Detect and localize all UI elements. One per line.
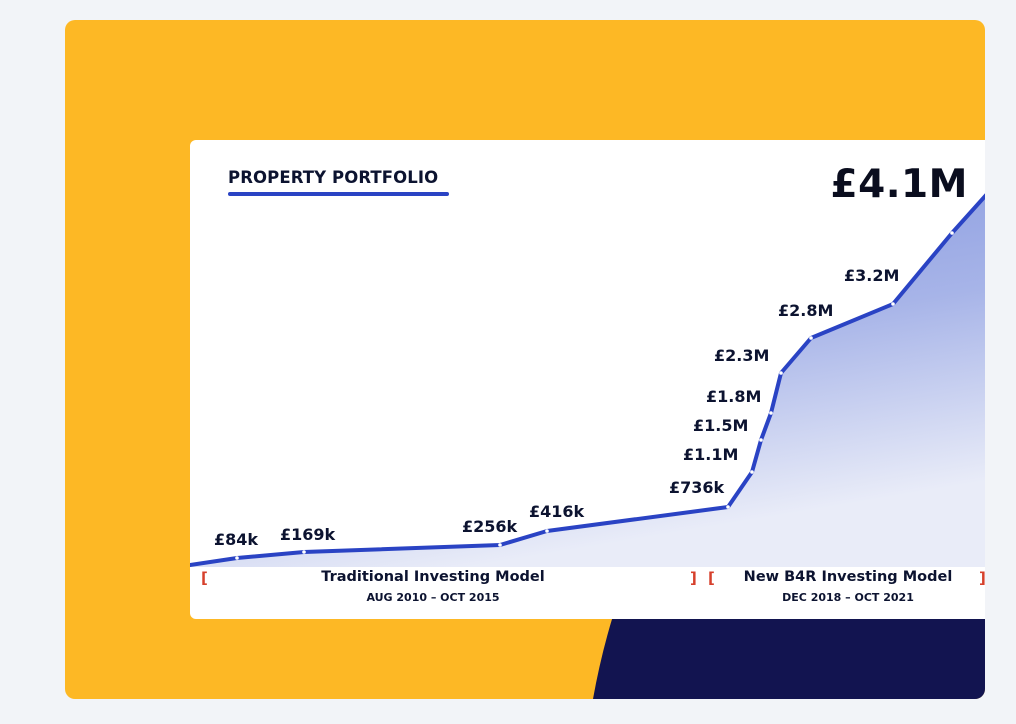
data-label: £1.8M bbox=[706, 387, 761, 406]
title-underline bbox=[228, 192, 449, 196]
data-point bbox=[809, 336, 813, 340]
data-point bbox=[302, 550, 306, 554]
period-bracket-open: [ bbox=[708, 569, 715, 587]
data-point bbox=[950, 231, 954, 235]
data-label: £416k bbox=[529, 502, 585, 521]
data-point bbox=[769, 411, 773, 415]
period-bracket-close: ] bbox=[690, 569, 697, 587]
data-label: £2.3M bbox=[714, 346, 769, 365]
period-bracket-close: ] bbox=[979, 569, 985, 587]
data-label: £256k bbox=[462, 517, 518, 536]
data-point bbox=[759, 438, 763, 442]
area-fill bbox=[190, 196, 985, 567]
series-line bbox=[190, 193, 985, 567]
period-bracket-open: [ bbox=[201, 569, 208, 587]
data-point bbox=[235, 556, 239, 560]
data-label: £1.1M bbox=[683, 445, 738, 464]
data-label: £1.5M bbox=[693, 416, 748, 435]
data-label: £736k bbox=[669, 478, 725, 497]
data-point bbox=[545, 529, 549, 533]
data-point bbox=[726, 505, 730, 509]
data-label: £3.2M bbox=[844, 266, 899, 285]
data-label: £84k bbox=[214, 530, 258, 549]
data-label: £169k bbox=[280, 525, 336, 544]
data-point bbox=[498, 543, 502, 547]
data-label: £2.8M bbox=[778, 301, 833, 320]
chart-title: PROPERTY PORTFOLIO bbox=[228, 168, 439, 187]
data-point bbox=[891, 302, 895, 306]
hero-panel: £84k £169k £256k £416k £736k £1.1M £1.5M £1.8M £… bbox=[65, 20, 985, 699]
portfolio-chart-card: £84k £169k £256k £416k £736k £1.1M £1.5M £1.8M £… bbox=[190, 140, 985, 619]
portfolio-total-value: £4.1M bbox=[830, 162, 968, 207]
data-point bbox=[779, 371, 783, 375]
data-point bbox=[750, 470, 754, 474]
portfolio-area-chart: £84k £169k £256k £416k £736k £1.1M £1.5M £1.8M £… bbox=[190, 193, 985, 567]
